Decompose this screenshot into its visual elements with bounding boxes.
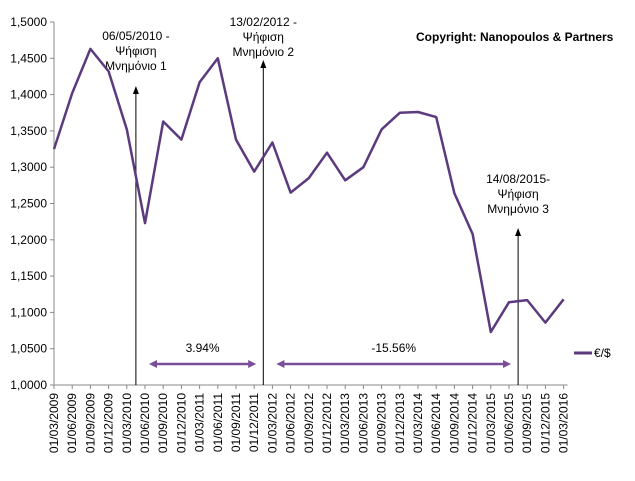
x-tick-label: 01/03/2015 xyxy=(484,393,498,453)
y-tick-label: 1,4500 xyxy=(10,51,47,65)
y-tick-label: 1,1000 xyxy=(10,305,47,319)
annotation-label: Ψήφιση xyxy=(243,30,284,44)
range-label: -15.56% xyxy=(371,341,416,355)
x-tick-label: 01/06/2010 xyxy=(138,393,152,453)
y-tick-label: 1,1500 xyxy=(10,269,47,283)
annotation-label: Μνημόνιο 2 xyxy=(232,45,294,59)
x-tick-label: 01/06/2011 xyxy=(211,393,225,452)
range-arrowhead-left xyxy=(149,360,157,368)
x-tick-label: 01/09/2010 xyxy=(156,393,170,453)
y-tick-label: 1,0000 xyxy=(10,378,47,392)
y-tick-label: 1,0500 xyxy=(10,342,47,356)
x-tick-label: 01/09/2015 xyxy=(520,393,534,453)
x-tick-label: 01/12/2013 xyxy=(393,393,407,453)
x-tick-label: 01/09/2009 xyxy=(83,393,97,453)
x-tick-label: 01/03/2013 xyxy=(338,393,352,453)
x-tick-label: 01/06/2012 xyxy=(284,393,298,453)
x-tick-label: 01/06/2013 xyxy=(356,393,370,453)
legend-label: €/$ xyxy=(594,346,611,360)
range-arrowhead-left xyxy=(276,360,285,368)
x-tick-label: 01/06/2014 xyxy=(429,393,443,453)
annotation-arrowhead xyxy=(260,60,267,68)
x-tick-label: 01/12/2010 xyxy=(174,393,188,453)
plot-area xyxy=(52,47,565,334)
annotation-arrowhead xyxy=(132,86,139,94)
annotation-label: Μνημόνιο 3 xyxy=(487,202,549,216)
x-tick-label: 01/09/2012 xyxy=(302,393,316,453)
legend: €/$ xyxy=(574,346,611,360)
y-tick-label: 1,3000 xyxy=(10,160,47,174)
x-tick-label: 01/03/2012 xyxy=(265,393,279,453)
x-tick-label: 01/12/2011 xyxy=(247,393,261,452)
x-tick-label: 01/09/2011 xyxy=(229,393,243,452)
x-tick-label: 01/12/2015 xyxy=(538,393,552,453)
x-tick-label: 01/03/2016 xyxy=(557,393,571,453)
x-tick-label: 01/06/2015 xyxy=(502,393,516,453)
series-line xyxy=(52,47,565,334)
y-tick-label: 1,2000 xyxy=(10,233,47,247)
range-label: 3.94% xyxy=(186,341,220,355)
y-tick-label: 1,2500 xyxy=(10,197,47,211)
annotation-label: 14/08/2015- xyxy=(486,172,550,186)
y-axis: 1,0000 1,0500 1,1000 1,1500 1,2000 1,2500 1,30… xyxy=(10,15,55,392)
annotation-label: Ψήφιση xyxy=(497,187,538,201)
x-tick-label: 01/09/2014 xyxy=(447,393,461,453)
annotation-label: 06/05/2010 - xyxy=(102,29,169,43)
range-arrowhead-right xyxy=(503,360,511,368)
annotation-label: Ψήφιση xyxy=(115,44,156,58)
x-tick-label: 01/03/2010 xyxy=(120,393,134,453)
x-tick-label: 01/06/2009 xyxy=(65,393,79,453)
x-tick-label: 01/09/2013 xyxy=(375,393,389,453)
y-tick-label: 1,4000 xyxy=(10,88,47,102)
x-tick-label: 01/03/2014 xyxy=(411,393,425,453)
y-tick-label: 1,5000 xyxy=(10,15,47,29)
x-tick-label: 01/12/2009 xyxy=(102,393,116,453)
x-tick-label: 01/03/2011 xyxy=(193,393,207,452)
copyright-text: Copyright: Nanopoulos & Partners xyxy=(416,30,614,44)
ranges: 3.94% -15.56% xyxy=(149,341,511,368)
annotation-arrowhead xyxy=(515,228,522,236)
range-arrowhead-right xyxy=(248,360,257,368)
annotation-label: 13/02/2012 - xyxy=(230,15,297,29)
x-tick-label: 01/12/2012 xyxy=(320,393,334,453)
y-tick-label: 1,3500 xyxy=(10,124,47,138)
x-tick-label: 01/12/2014 xyxy=(466,393,480,453)
x-tick-label: 01/03/2009 xyxy=(47,393,61,453)
annotation-label: Μνημόνιο 1 xyxy=(105,59,167,73)
x-axis: 01/03/2009 01/06/2009 01/09/2009 01/12/2009… xyxy=(47,384,571,453)
